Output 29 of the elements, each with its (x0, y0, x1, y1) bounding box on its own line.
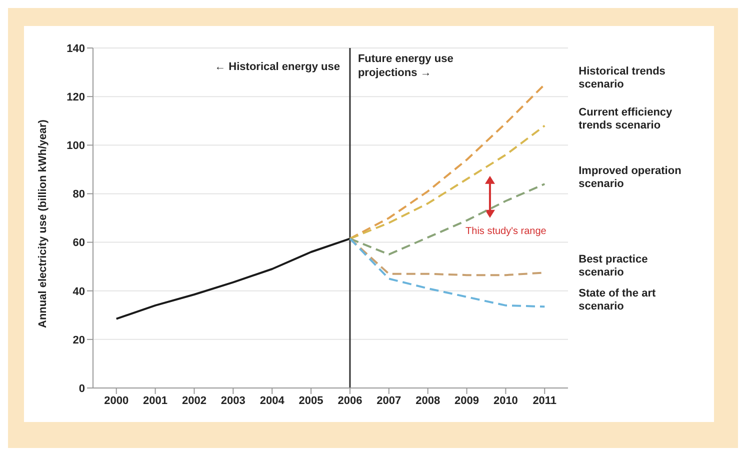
annotation: This study's range (466, 226, 547, 237)
x-tick-label: 2001 (143, 394, 168, 407)
x-tick-label: 2000 (104, 394, 129, 407)
y-axis-title: Annual electricity use (billion kWh/year) (36, 119, 49, 328)
y-tick-label: 20 (72, 334, 85, 346)
x-tick-label: 2006 (338, 394, 362, 407)
y-tick-label: 140 (66, 42, 85, 55)
text: Current efficiency trends scenario (578, 106, 674, 132)
y-tick-label: 0 (78, 382, 85, 395)
y-tick-label: 100 (66, 140, 85, 152)
y-tick-label: 120 (66, 91, 85, 104)
x-tick-label: 2010 (493, 394, 518, 407)
y-tick-label: 80 (72, 188, 85, 201)
annotation: ← Historical energy use (214, 61, 340, 73)
x-tick-label: 2003 (220, 394, 246, 407)
y-tick-label: 40 (72, 286, 85, 298)
x-tick-label: 2007 (376, 394, 402, 407)
x-tick-label: 2005 (298, 394, 324, 407)
x-tick-label: 2009 (454, 394, 480, 407)
text: Best practice scenario (578, 254, 648, 279)
y-tick-label: 60 (72, 237, 85, 250)
annotation: Future energy use projections → (358, 53, 454, 79)
x-tick-label: 2008 (416, 394, 440, 407)
x-tick-label: 2002 (182, 394, 206, 407)
text: Historical trends scenario (578, 65, 666, 90)
text: State of the art scenario (578, 288, 656, 313)
x-tick-label: 2011 (532, 394, 557, 407)
x-tick-label: 2004 (260, 394, 286, 407)
text: Improved operation scenario (578, 165, 682, 190)
